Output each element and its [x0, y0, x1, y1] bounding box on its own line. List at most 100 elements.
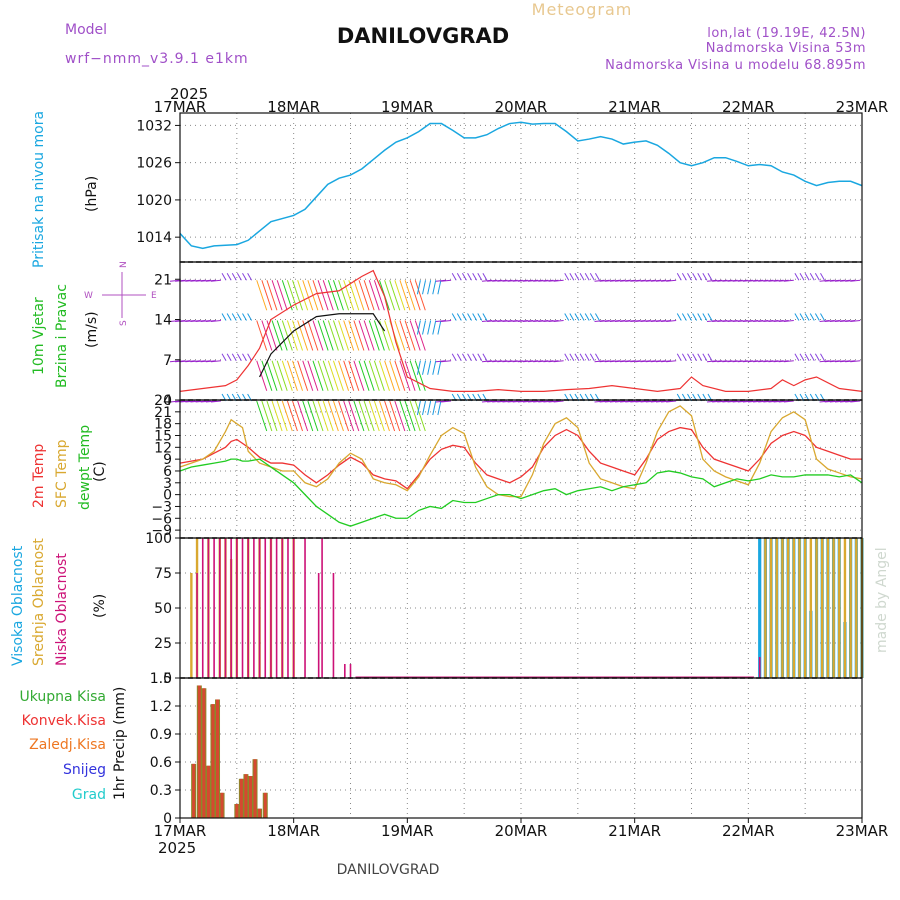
wind-barb	[819, 320, 830, 322]
wind-barb	[456, 313, 462, 321]
wind-label-2: Brzina i Pravac	[54, 284, 70, 388]
meteogram-label: Meteogram	[532, 0, 633, 19]
wind-barb	[850, 279, 861, 282]
wind-barb	[512, 400, 523, 403]
wind-barb	[266, 280, 278, 311]
wind-barb	[692, 313, 698, 321]
wind-barb	[236, 353, 242, 361]
wind-barb	[435, 320, 447, 322]
wind-barb	[630, 320, 641, 322]
wind-barb	[681, 313, 687, 321]
cloud-bar	[224, 538, 227, 678]
wind-barb	[579, 313, 585, 321]
wind-barb	[687, 313, 692, 321]
wind-barb	[487, 400, 498, 403]
x-tick-label-bottom: 19MAR	[381, 822, 434, 840]
wind-barb	[441, 360, 452, 363]
wind-barb	[373, 320, 385, 351]
wind-barb	[205, 320, 216, 322]
wind-barb	[169, 400, 181, 403]
wind-barb	[574, 313, 580, 321]
wind-barb	[850, 400, 861, 403]
wind-barb	[681, 273, 687, 281]
wind-barb	[481, 279, 493, 282]
wind-barb	[538, 320, 549, 322]
y-tick-label: 1026	[136, 156, 172, 172]
wind-barb	[538, 400, 549, 403]
wind-barb	[589, 273, 595, 281]
cloud-bar	[792, 538, 795, 678]
wind-barb	[747, 279, 759, 282]
cloud-bar	[236, 538, 238, 678]
wind-barb	[742, 360, 753, 363]
temp-series-line	[179, 405, 863, 498]
wind-barb	[348, 400, 360, 432]
y-tick-label: 0	[163, 393, 172, 409]
wind-barb	[180, 400, 191, 403]
wind-barb	[481, 320, 493, 322]
wind-barb	[742, 400, 753, 403]
wind-barb	[492, 400, 503, 403]
pressure-unit: (hPa)	[84, 176, 100, 212]
wind-barb	[712, 279, 723, 282]
y-tick-label: 0	[163, 488, 172, 504]
cloud-bar	[775, 538, 778, 678]
wind-barb	[732, 279, 743, 282]
y-tick-label: 1014	[136, 230, 172, 246]
compass-s: S	[119, 320, 129, 326]
wind-barb	[416, 320, 421, 335]
wind-barb	[271, 280, 283, 311]
wind-barb	[307, 360, 319, 391]
wind-barb	[635, 320, 646, 322]
wind-barb	[384, 400, 396, 432]
wind-barb	[200, 320, 211, 322]
wind-barb	[645, 360, 656, 363]
cloud-bar	[190, 573, 193, 678]
wind-barb	[353, 280, 365, 311]
y-tick-label: 24	[154, 393, 172, 409]
wind-barb	[594, 353, 600, 361]
wind-barb	[404, 360, 416, 391]
wind-barb	[404, 400, 416, 432]
wind-barb	[543, 320, 554, 322]
wind-barb	[543, 400, 554, 403]
wind-barb	[604, 320, 615, 322]
wind-barb	[564, 313, 570, 321]
x-tick-label-top: 21MAR	[608, 98, 661, 116]
wind-barb	[522, 400, 533, 403]
x-tick-label-top: 17MAR	[154, 98, 207, 116]
wind-barb	[205, 279, 216, 282]
wind-barb	[824, 360, 835, 363]
wind-barb	[427, 280, 432, 295]
wind-barb	[697, 313, 703, 321]
wind-barb	[528, 279, 539, 282]
wind-barb	[666, 360, 677, 363]
wind-barb	[707, 279, 718, 282]
wind-barb	[373, 280, 385, 311]
wind-barb	[758, 360, 769, 363]
wind-barb	[742, 320, 753, 322]
wind-barb	[834, 360, 845, 363]
wind-barb	[584, 313, 590, 321]
legend-snow: Snijeg	[63, 762, 106, 778]
wind-barb	[205, 400, 216, 403]
wind-barb	[840, 320, 851, 322]
wind-barb	[620, 279, 631, 282]
wind-barb	[814, 353, 820, 361]
wind-barb	[353, 320, 365, 351]
wind-barb	[834, 320, 845, 322]
dewpt-label: dewpt Temp	[77, 425, 93, 510]
wind-barb	[753, 400, 764, 403]
wind-barb	[247, 353, 253, 361]
wind-barb	[481, 400, 493, 403]
wind-barb	[266, 360, 278, 391]
compass-e: E	[151, 291, 157, 301]
wind-barb	[312, 360, 324, 391]
wind-barb	[819, 279, 830, 282]
wind-barb	[477, 273, 483, 281]
wind-barb	[727, 279, 738, 282]
wind-barb	[180, 360, 191, 363]
temp2m-label: 2m Temp	[31, 444, 47, 508]
wind-barb	[778, 279, 789, 282]
